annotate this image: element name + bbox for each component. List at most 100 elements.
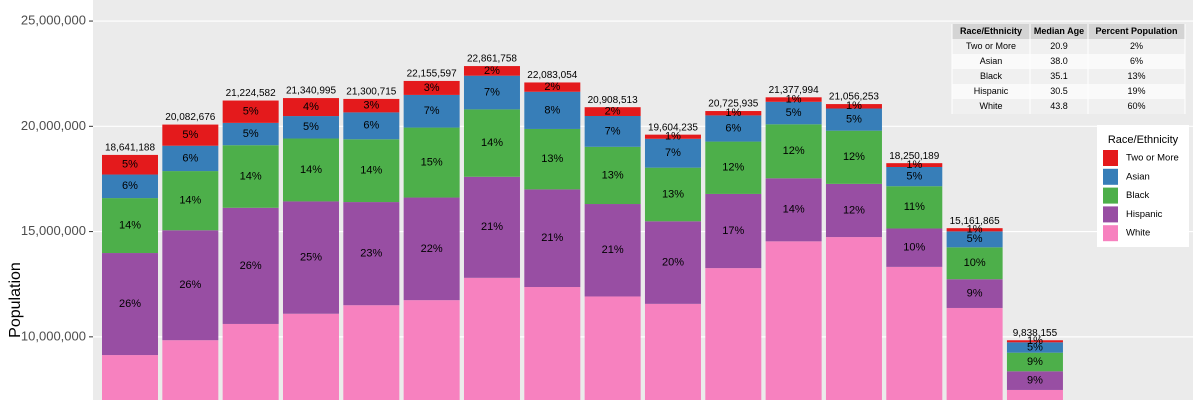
bar-segment <box>282 138 339 202</box>
total-label: 20,908,513 <box>588 95 638 106</box>
segment-label: 26% <box>119 298 141 310</box>
bar-segment <box>162 171 219 231</box>
bar-segment <box>705 115 762 142</box>
segment-label: 6% <box>363 120 379 132</box>
segment-label: 1% <box>786 93 802 105</box>
segment-label: 5% <box>243 106 259 118</box>
bar-segment <box>825 104 882 109</box>
legend-key <box>1103 206 1118 223</box>
legend-label: Hispanic <box>1126 209 1163 220</box>
table-cell: Hispanic <box>974 86 1009 96</box>
segment-label: 14% <box>360 165 382 177</box>
bar-segment <box>644 134 701 139</box>
bar-segment <box>886 166 943 187</box>
y-tick-label: 10,000,000 <box>21 328 86 343</box>
segment-label: 23% <box>360 248 382 260</box>
segment-label: 20% <box>662 256 684 268</box>
segment-label: 5% <box>786 107 802 119</box>
bar-segment <box>584 115 641 147</box>
bar-segment <box>222 122 279 146</box>
segment-label: 5% <box>967 233 983 245</box>
table-row-bg <box>952 69 1185 84</box>
bar-segment <box>946 231 1003 248</box>
bar-segment <box>644 221 701 304</box>
total-label: 20,082,676 <box>165 112 215 123</box>
legend-label: Two or More <box>1126 153 1179 164</box>
total-label: 21,300,715 <box>346 87 396 98</box>
table-row-bg <box>952 99 1185 114</box>
bar-segment <box>282 98 339 117</box>
total-label: 18,641,188 <box>105 143 155 154</box>
bar-segment <box>162 124 219 146</box>
bar-segment <box>946 228 1003 232</box>
segment-label: 14% <box>783 204 805 216</box>
segment-label: 7% <box>605 125 621 137</box>
table-row-bg <box>952 84 1185 99</box>
bar-segment <box>765 101 822 125</box>
segment-label: 5% <box>243 128 259 140</box>
bar-segment <box>946 279 1003 308</box>
total-label: 15,161,865 <box>950 216 1000 227</box>
segment-label: 4% <box>303 101 319 113</box>
segment-label: 2% <box>484 65 500 77</box>
segment-label: 14% <box>240 170 262 182</box>
table-cell: 43.8 <box>1050 101 1068 111</box>
table-row-bg <box>952 54 1185 69</box>
total-label: 22,155,597 <box>407 69 457 80</box>
bar-segment <box>825 183 882 238</box>
segment-label: 14% <box>300 164 322 176</box>
bar-segment <box>1006 340 1063 343</box>
bar-segment <box>403 94 460 128</box>
table-cell: 2% <box>1130 41 1143 51</box>
bar-segment <box>102 355 158 400</box>
table-row-bg <box>952 39 1185 54</box>
bar-segment <box>162 340 219 400</box>
segment-label: 8% <box>544 104 560 116</box>
segment-label: 9% <box>1027 375 1043 387</box>
bar-segment <box>222 207 279 324</box>
segment-label: 14% <box>119 219 141 231</box>
bar-segment <box>886 163 943 167</box>
segment-label: 12% <box>783 145 805 157</box>
segment-label: 1% <box>725 107 741 119</box>
bar-segment <box>584 107 641 116</box>
bar-segment <box>946 247 1003 280</box>
bar-segment <box>644 303 701 400</box>
segment-label: 9% <box>1027 356 1043 368</box>
y-tick-label: 25,000,000 <box>21 12 86 27</box>
bar-segment <box>463 66 520 76</box>
segment-label: 21% <box>481 221 503 233</box>
bar-segment <box>524 287 581 400</box>
segment-label: 10% <box>903 242 925 254</box>
bar-segment <box>343 202 400 306</box>
segment-label: 21% <box>541 232 563 244</box>
segment-label: 25% <box>300 251 322 263</box>
bar-segment <box>524 82 581 92</box>
bar-segment <box>343 139 400 203</box>
bar-segment <box>403 127 460 198</box>
bar-segment <box>644 167 701 222</box>
segment-label: 1% <box>665 131 681 143</box>
bar-segment <box>403 197 460 301</box>
bar-segment <box>886 266 943 400</box>
bar-segment <box>825 130 882 184</box>
total-label: 21,340,995 <box>286 86 336 97</box>
legend-key <box>1103 225 1118 242</box>
bar-segment <box>162 145 219 172</box>
bar-segment <box>343 112 400 140</box>
bar-segment <box>1006 342 1063 353</box>
segment-label: 5% <box>303 121 319 133</box>
bar-segment <box>886 228 943 267</box>
segment-label: 5% <box>906 171 922 183</box>
segment-label: 26% <box>240 260 262 272</box>
legend-label: Black <box>1126 190 1149 201</box>
bar-segment <box>282 116 339 139</box>
bar-segment <box>584 204 641 297</box>
segment-label: 13% <box>662 188 684 200</box>
bar-segment <box>102 198 158 254</box>
segment-label: 12% <box>843 151 865 163</box>
total-label: 9,838,155 <box>1013 328 1058 339</box>
bar-segment <box>705 141 762 194</box>
segment-label: 13% <box>602 169 624 181</box>
bar-segment <box>222 323 279 400</box>
